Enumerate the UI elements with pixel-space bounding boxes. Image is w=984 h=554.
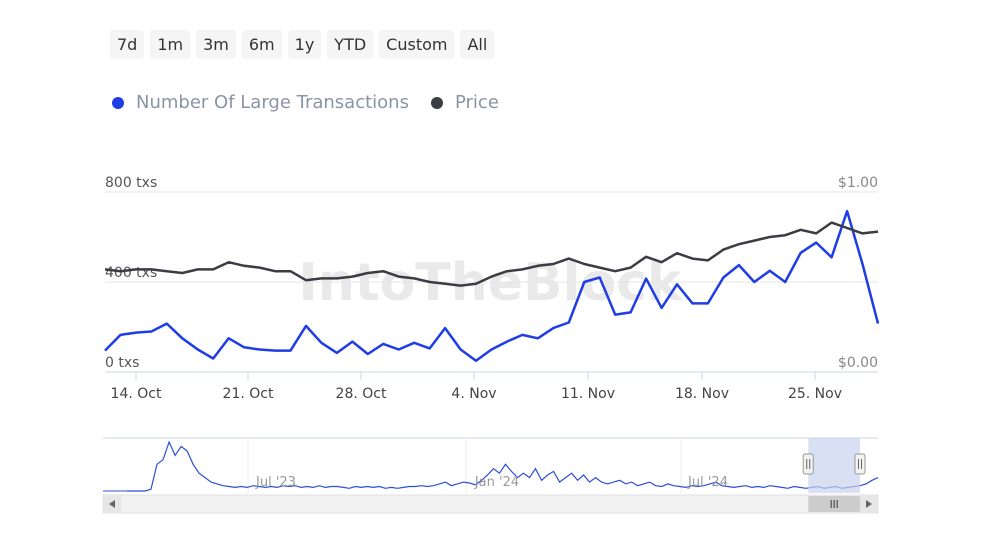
navigator-handle-1 xyxy=(854,453,866,475)
x-tick-label: 25. Nov xyxy=(788,386,842,402)
chart-legend: Number Of Large Transactions Price xyxy=(112,92,499,113)
scrollbar-track xyxy=(102,494,879,514)
arrow-right-icon xyxy=(866,500,872,508)
series-group xyxy=(104,209,880,363)
navigator-series-line xyxy=(127,440,879,492)
legend-item-transactions[interactable]: Number Of Large Transactions xyxy=(112,92,409,113)
range-button-all[interactable]: All xyxy=(460,30,495,59)
x-tick-label: 4. Nov xyxy=(451,386,496,402)
gridlines xyxy=(105,191,878,373)
range-button-1m[interactable]: 1m xyxy=(150,30,191,59)
x-tick-label: 11. Nov xyxy=(561,386,615,402)
y-left-tick-label: 400 txs xyxy=(105,265,157,281)
watermark-text: IntoTheBlock xyxy=(298,253,683,313)
x-tick-label: 18. Nov xyxy=(675,386,729,402)
navigator-handle-0 xyxy=(802,453,814,475)
x-tick-label: 14. Oct xyxy=(111,386,162,402)
legend-dot-transactions xyxy=(112,96,124,109)
range-selector: 7d 1m 3m 6m 1y YTD Custom All xyxy=(110,30,495,59)
navigator-x-label: Jan '24 xyxy=(474,475,519,490)
y-right-tick-label: $1.00 xyxy=(838,175,878,191)
series-line-transactions xyxy=(104,209,880,363)
range-button-custom[interactable]: Custom xyxy=(379,30,455,59)
range-button-6m[interactable]: 6m xyxy=(241,30,282,59)
x-tick-label: 28. Oct xyxy=(336,386,387,402)
navigator-x-label: Jul '24 xyxy=(687,475,728,490)
range-button-3m[interactable]: 3m xyxy=(196,30,236,59)
range-button-ytd[interactable]: YTD xyxy=(327,30,374,59)
x-axis: 14. Oct 21. Oct 28. Oct 4. Nov 11. Nov 18. No… xyxy=(111,372,842,402)
legend-dot-price xyxy=(430,96,443,109)
navigator-selection xyxy=(808,438,860,493)
scrollbar[interactable] xyxy=(102,494,879,514)
arrow-left-icon xyxy=(109,500,115,508)
y-left-tick-label: 0 txs xyxy=(105,355,139,371)
legend-item-price[interactable]: Price xyxy=(430,92,499,113)
series-line-price xyxy=(104,221,879,287)
navigator-x-label: Jul '23 xyxy=(255,475,296,490)
x-tick-label: 21. Oct xyxy=(223,386,274,402)
navigator[interactable]: Jul '23 Jan '24 Jul '24 xyxy=(103,437,879,493)
range-button-1y[interactable]: 1y xyxy=(287,30,322,59)
y-axis-right: $1.00 $0.00 xyxy=(838,175,878,371)
y-left-tick-label: 800 txs xyxy=(105,175,157,191)
legend-label-transactions: Number Of Large Transactions xyxy=(136,92,409,113)
range-button-7d[interactable]: 7d xyxy=(110,30,145,59)
y-right-tick-label: $0.00 xyxy=(838,355,878,371)
legend-label-price: Price xyxy=(454,92,499,113)
